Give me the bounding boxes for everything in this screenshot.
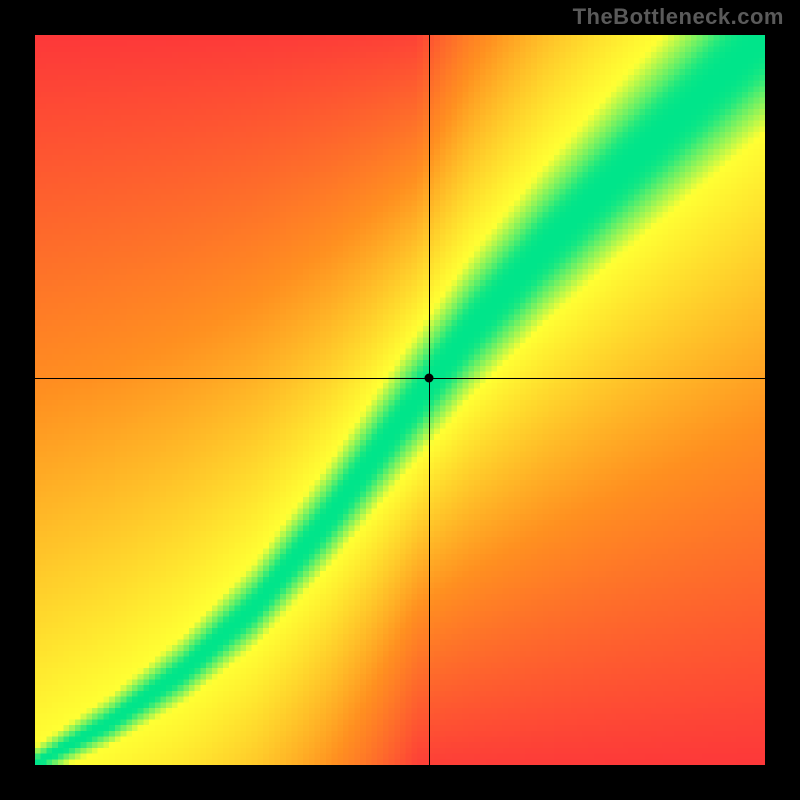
marker-dot (425, 374, 434, 383)
chart-container: TheBottleneck.com (0, 0, 800, 800)
crosshair-vertical (429, 35, 430, 765)
watermark-text: TheBottleneck.com (573, 4, 784, 30)
heatmap-plot (35, 35, 765, 765)
crosshair-horizontal (35, 378, 765, 379)
heatmap-canvas (35, 35, 765, 765)
